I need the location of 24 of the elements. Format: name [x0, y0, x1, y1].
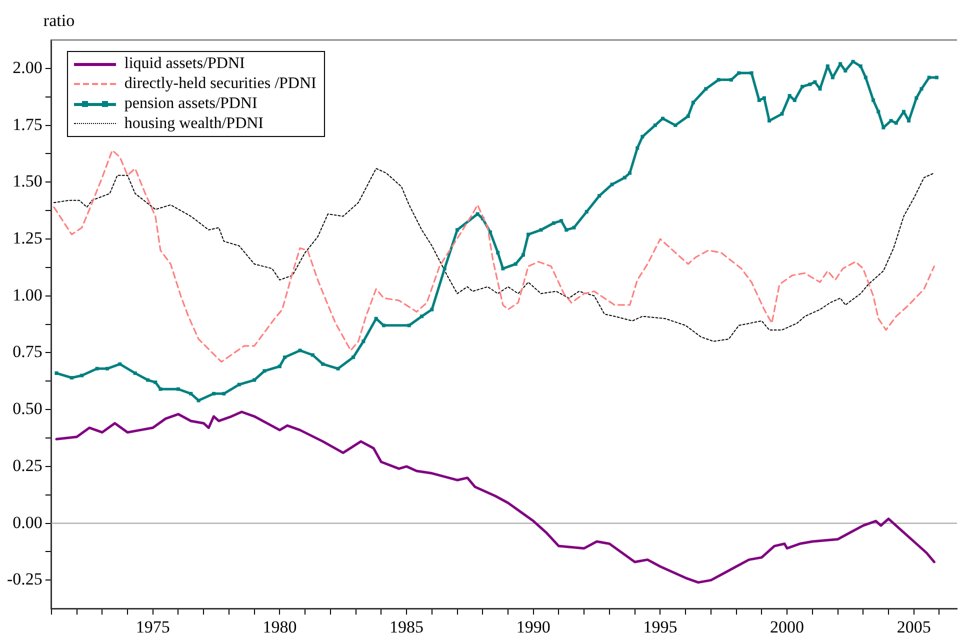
x-tick-label: 1985: [390, 617, 424, 636]
x-tick-label: 1975: [136, 617, 170, 636]
x-tick-label: 1980: [262, 617, 297, 636]
line-series: [53, 168, 935, 342]
y-tick-label: 0.00: [12, 512, 42, 532]
legend-label: directly-held securities /PDNI: [124, 74, 316, 94]
y-tick-label: 0.50: [12, 399, 42, 418]
line-series: [53, 150, 935, 363]
y-tick-label: 1.50: [12, 172, 42, 191]
x-tick-label: 2000: [770, 617, 804, 636]
y-tick-label: -0.25: [6, 570, 42, 589]
y-tick-label: 2.00: [12, 58, 42, 77]
x-tick-label: 1990: [516, 617, 550, 636]
y-tick-label: 1.75: [12, 114, 42, 134]
y-tick-label: 1.00: [12, 285, 42, 304]
legend-label: housing wealth/PDNI: [124, 114, 264, 134]
y-axis-title: ratio: [43, 10, 75, 30]
x-tick-label: 1995: [643, 617, 678, 636]
y-tick-label: 0.75: [12, 342, 42, 362]
legend-label: pension assets/PDNI: [124, 94, 258, 114]
legend-label: liquid assets/PDNI: [124, 54, 245, 74]
x-tick-label: 2005: [896, 617, 931, 636]
y-tick-label: 0.25: [12, 456, 42, 475]
y-tick-label: 1.25: [12, 228, 42, 248]
